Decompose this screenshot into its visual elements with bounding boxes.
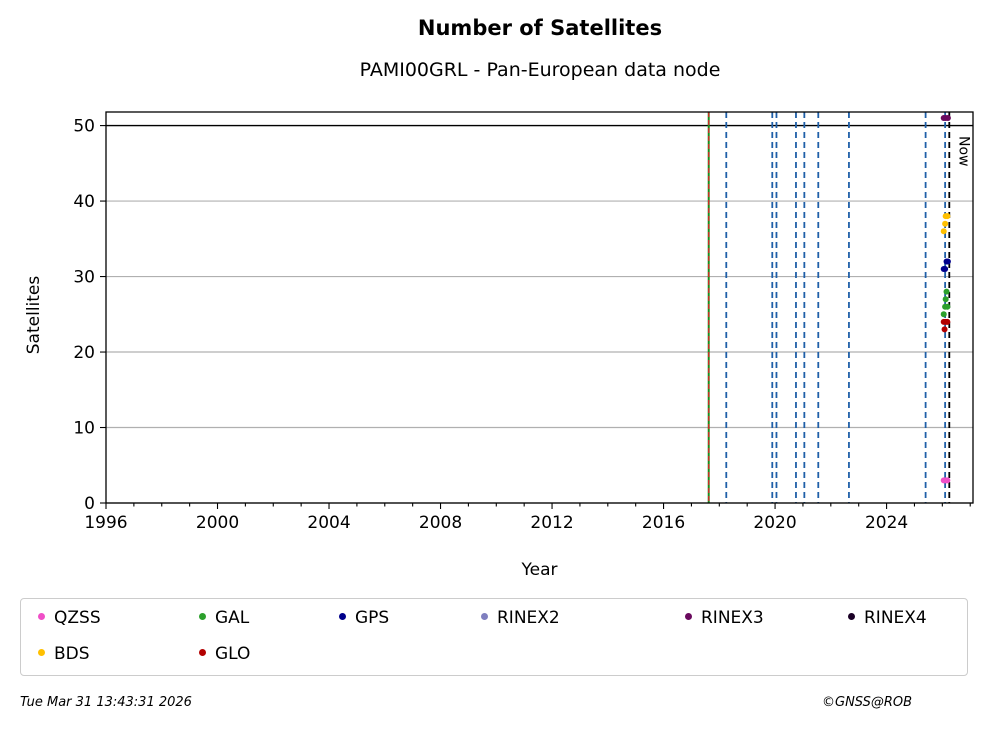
legend: QZSS GAL GPS RINEX2 RINEX3 RINEX4 BDS GLO	[20, 598, 968, 676]
y-tick-label: 0	[84, 494, 95, 514]
x-tick-label: 2012	[530, 513, 573, 533]
legend-marker	[199, 612, 206, 620]
x-tick-label: 2020	[753, 513, 796, 533]
point-bds	[940, 228, 947, 235]
x-tick-label: 2024	[865, 513, 908, 533]
y-tick-label: 40	[73, 192, 95, 212]
legend-label: RINEX2	[497, 608, 560, 628]
legend-marker	[38, 648, 45, 656]
point-gal	[943, 288, 950, 295]
point-gps	[942, 266, 949, 273]
legend-item-rinex3: RINEX3	[685, 607, 764, 629]
point-gps	[944, 258, 951, 265]
point-gal	[942, 296, 949, 303]
legend-marker	[199, 648, 206, 656]
data-points	[940, 115, 951, 484]
legend-label: RINEX4	[864, 608, 927, 628]
point-bds	[944, 213, 951, 220]
point-qzss	[944, 477, 951, 484]
point-glo	[944, 318, 951, 325]
point-gal	[944, 303, 951, 310]
point-rinex3	[944, 115, 951, 122]
legend-label: GAL	[215, 608, 250, 628]
legend-label: QZSS	[54, 608, 101, 628]
legend-item-qzss: QZSS	[38, 607, 101, 629]
legend-label: GPS	[355, 608, 390, 628]
now-label: Now	[955, 136, 971, 167]
legend-item-glo: GLO	[199, 643, 250, 665]
point-bds	[942, 220, 949, 227]
legend-label: RINEX3	[701, 608, 764, 628]
legend-marker	[339, 612, 346, 620]
legend-item-rinex4: RINEX4	[848, 607, 927, 629]
point-gal	[940, 311, 947, 318]
satellites-chart: 1996 2000 2004 2008 2012 2016 2020 2024 0 10 20 30…	[24, 111, 974, 580]
legend-item-gps: GPS	[339, 607, 389, 629]
y-tick-label: 20	[73, 343, 95, 363]
legend-marker	[481, 612, 488, 620]
legend-marker	[38, 612, 45, 620]
x-tick-label: 2008	[419, 513, 462, 533]
legend-item-rinex2: RINEX2	[481, 607, 560, 629]
timestamp: Tue Mar 31 13:43:31 2026	[20, 695, 192, 710]
legend-item-gal: GAL	[199, 607, 249, 629]
x-axis-ticks: 1996 2000 2004 2008 2012 2016 2020 2024	[84, 503, 971, 533]
y-tick-label: 30	[73, 268, 95, 288]
legend-marker	[685, 612, 692, 620]
y-axis-ticks: 0 10 20 30 40 50	[73, 117, 106, 514]
legend-marker	[848, 612, 855, 620]
credit: ©GNSS@ROB	[822, 695, 913, 710]
y-tick-label: 10	[73, 419, 95, 439]
chart-title: Number of Satellites	[417, 16, 663, 40]
legend-label: GLO	[215, 644, 251, 664]
legend-label: BDS	[54, 644, 90, 664]
plot-background	[106, 112, 973, 503]
chart-subtitle: PAMI00GRL - Pan-European data node	[359, 59, 721, 81]
x-tick-label: 2016	[642, 513, 685, 533]
y-axis-label: Satellites	[24, 276, 44, 355]
x-tick-label: 2000	[196, 513, 239, 533]
x-tick-label: 1996	[84, 513, 127, 533]
y-tick-label: 50	[73, 117, 95, 137]
legend-item-bds: BDS	[38, 643, 90, 665]
plot-frame	[105, 111, 974, 504]
point-glo	[941, 326, 948, 333]
x-axis-label: Year	[521, 560, 558, 580]
x-tick-label: 2004	[307, 513, 350, 533]
